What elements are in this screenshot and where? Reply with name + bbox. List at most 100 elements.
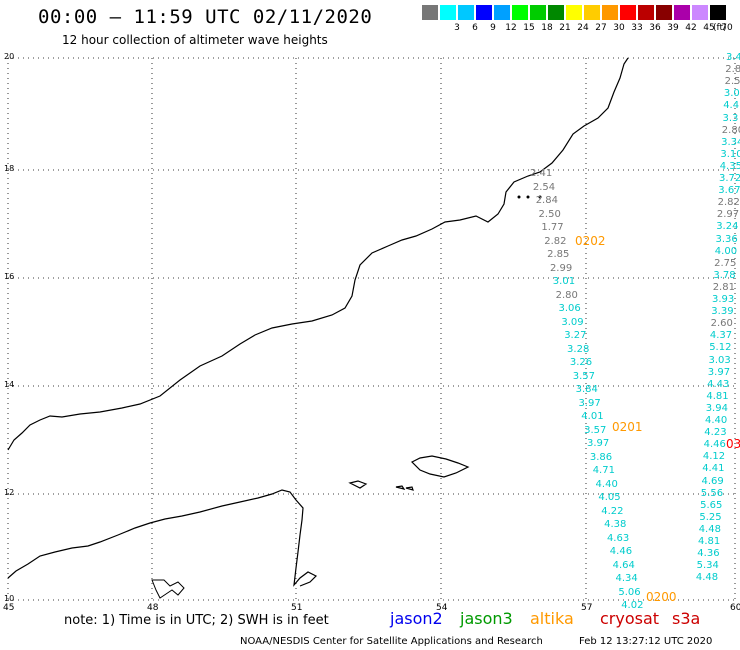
- swh-value: 3.72: [719, 173, 740, 184]
- scale-label: 27: [595, 23, 607, 33]
- abd-al-kuri-island: [348, 480, 414, 491]
- scale-swatch: [494, 5, 510, 20]
- latitude-label: 10: [4, 594, 15, 603]
- swh-value: 3.93: [712, 294, 735, 305]
- scale-label: 18: [541, 23, 553, 33]
- longitude-label: 54: [436, 603, 448, 613]
- swh-value: 2.50: [538, 208, 561, 220]
- scale-label: 33: [631, 23, 643, 33]
- latitude-label: 16: [4, 272, 15, 281]
- swh-value: 3.0: [723, 88, 740, 100]
- pass-time: 0202: [575, 234, 606, 248]
- scale-label: 3: [454, 23, 460, 33]
- swh-value: 4.34: [615, 573, 638, 584]
- swh-value: 3.34: [721, 136, 740, 148]
- swh-value: 2.97: [716, 209, 740, 221]
- scale-swatch: [458, 5, 474, 20]
- swh-value: 3.78: [713, 269, 736, 281]
- scale-swatch: [566, 5, 582, 20]
- latitude-label: 12: [4, 488, 15, 497]
- swh-value: 3.86: [589, 451, 613, 463]
- scale-swatch: [530, 5, 546, 20]
- scale-swatch: [656, 5, 672, 20]
- map-title: 00:00 – 11:59 UTC 02/11/2020: [38, 6, 373, 28]
- swh-value: 3.97: [587, 438, 610, 449]
- swh-value: 3.36: [715, 233, 738, 245]
- swh-value: 2.60: [710, 318, 733, 330]
- swh-value: 4.81: [706, 390, 729, 402]
- swh-value: 4.48: [698, 523, 721, 535]
- swh-value: 3.09: [561, 316, 584, 328]
- swh-value: 1.77: [541, 222, 564, 233]
- scale-swatch: [584, 5, 600, 20]
- scale-label: 21: [559, 23, 571, 33]
- swh-value: 3.10: [720, 148, 740, 160]
- scale-swatch: [476, 5, 492, 20]
- swh-value: 4.02: [621, 600, 644, 611]
- swh-value: 5.56: [700, 487, 724, 499]
- longitude-label: 48: [147, 603, 159, 613]
- lat-lon-grid: [7, 57, 736, 601]
- swh-value: 4.36: [697, 548, 720, 560]
- swh-value: 3.28: [567, 343, 590, 355]
- scale-label: 12: [505, 23, 517, 33]
- swh-value: 3.97: [578, 397, 601, 409]
- swh-value: 2.80: [555, 289, 578, 301]
- longitude-label: 51: [291, 603, 303, 613]
- swh-value: 3.03: [708, 354, 731, 366]
- swh-value: 2.5: [724, 76, 740, 88]
- swh-value: 3.3: [722, 112, 739, 124]
- swh-value: 4.37: [709, 330, 733, 342]
- longitude-label: 60: [730, 603, 740, 613]
- swh-value: 2.82: [717, 197, 740, 209]
- credit-text: NOAA/NESDIS Center for Satellite Applica…: [240, 636, 543, 647]
- scale-swatch: [638, 5, 654, 20]
- coastline-arabia: [7, 57, 629, 451]
- swh-value: 2.80: [721, 124, 740, 136]
- scale-swatch: [692, 5, 708, 20]
- swh-value: 4.22: [601, 505, 624, 517]
- scale-swatch: [674, 5, 690, 20]
- swh-value: 2.82: [544, 235, 567, 247]
- swh-value: 4.81: [698, 536, 721, 547]
- satellite-name: cryosat: [600, 609, 660, 628]
- footer-note: note: 1) Time is in UTC; 2) SWH is in fe…: [64, 613, 329, 628]
- map-subtitle: 12 hour collection of altimeter wave hei…: [62, 33, 328, 47]
- longitude-label: 45: [3, 603, 15, 613]
- swh-value: 4.63: [606, 532, 630, 544]
- latitude-label: 14: [4, 380, 15, 389]
- satellite-name: s3a: [672, 609, 701, 628]
- swh-value: 4.23: [704, 427, 727, 439]
- coastal-detail: [151, 579, 185, 599]
- swh-value: 2.75: [714, 257, 737, 269]
- scale-label: 9: [490, 23, 496, 33]
- swh-value: 3.06: [558, 303, 581, 314]
- coastline-somalia: [7, 489, 318, 587]
- pass-time: 03: [726, 437, 740, 451]
- swh-value: 5.65: [700, 499, 723, 511]
- swh-value: 4.4: [723, 100, 740, 112]
- satellite-name: altika: [530, 609, 574, 628]
- latitude-label: 18: [4, 164, 15, 173]
- scale-label: 36: [649, 23, 661, 33]
- swh-value: 3.94: [705, 402, 728, 414]
- socotra-island: [410, 455, 470, 478]
- scale-swatch: [602, 5, 618, 20]
- swh-value: 3.26: [569, 357, 593, 368]
- scale-label: 6: [472, 23, 478, 33]
- swh-value: 4.46: [703, 439, 726, 451]
- satellite-name: jason2: [390, 609, 443, 628]
- latitude-label: 20: [4, 52, 15, 61]
- scale-swatch: [440, 5, 456, 20]
- swh-value: 4.05: [598, 492, 621, 503]
- swh-value: 3.4: [726, 52, 740, 63]
- swh-value: 5.34: [696, 560, 719, 572]
- swh-value: 2.81: [712, 281, 735, 293]
- swh-value: 3.27: [564, 330, 587, 341]
- swh-value: 4.40: [595, 478, 618, 490]
- swh-value: 4.64: [612, 559, 635, 571]
- swh-value: 2.8: [725, 64, 740, 76]
- swh-value: 4.46: [609, 546, 633, 557]
- swh-value: 2.99: [549, 262, 573, 274]
